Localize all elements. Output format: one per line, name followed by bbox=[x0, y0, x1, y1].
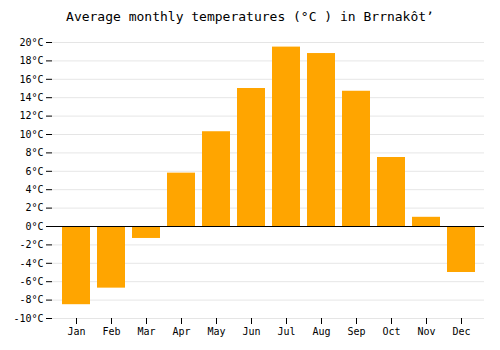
svg-text:Apr: Apr bbox=[172, 326, 190, 337]
svg-text:-2°C: -2°C bbox=[19, 239, 43, 250]
svg-text:Dec: Dec bbox=[452, 326, 470, 337]
svg-text:12°C: 12°C bbox=[19, 110, 43, 121]
svg-text:0°C: 0°C bbox=[25, 221, 43, 232]
svg-text:Nov: Nov bbox=[417, 326, 435, 337]
svg-text:Mar: Mar bbox=[137, 326, 155, 337]
svg-text:18°C: 18°C bbox=[19, 55, 43, 66]
svg-text:Aug: Aug bbox=[312, 326, 330, 337]
svg-text:Feb: Feb bbox=[102, 326, 120, 337]
svg-text:4°C: 4°C bbox=[25, 184, 43, 195]
svg-text:Jan: Jan bbox=[67, 326, 85, 337]
svg-text:10°C: 10°C bbox=[19, 129, 43, 140]
svg-text:16°C: 16°C bbox=[19, 74, 43, 85]
svg-text:8°C: 8°C bbox=[25, 147, 43, 158]
html-text:Average monthly temperatures (: Average monthly temperatures (°C ) in Br… bbox=[66, 9, 434, 24]
svg-text:2°C: 2°C bbox=[25, 202, 43, 213]
svg-text:-4°C: -4°C bbox=[19, 258, 43, 269]
svg-text:14°C: 14°C bbox=[19, 92, 43, 103]
svg-text:Sep: Sep bbox=[347, 326, 365, 337]
svg-text:-10°C: -10°C bbox=[13, 313, 43, 324]
svg-text:Jul: Jul bbox=[277, 326, 295, 337]
svg-text:-8°C: -8°C bbox=[19, 294, 43, 305]
svg-text:-6°C: -6°C bbox=[19, 276, 43, 287]
svg-text:May: May bbox=[207, 326, 225, 337]
svg-text:20°C: 20°C bbox=[19, 37, 43, 48]
svg-text:Oct: Oct bbox=[382, 326, 400, 337]
svg-text:Jun: Jun bbox=[242, 326, 260, 337]
svg-text:6°C: 6°C bbox=[25, 166, 43, 177]
